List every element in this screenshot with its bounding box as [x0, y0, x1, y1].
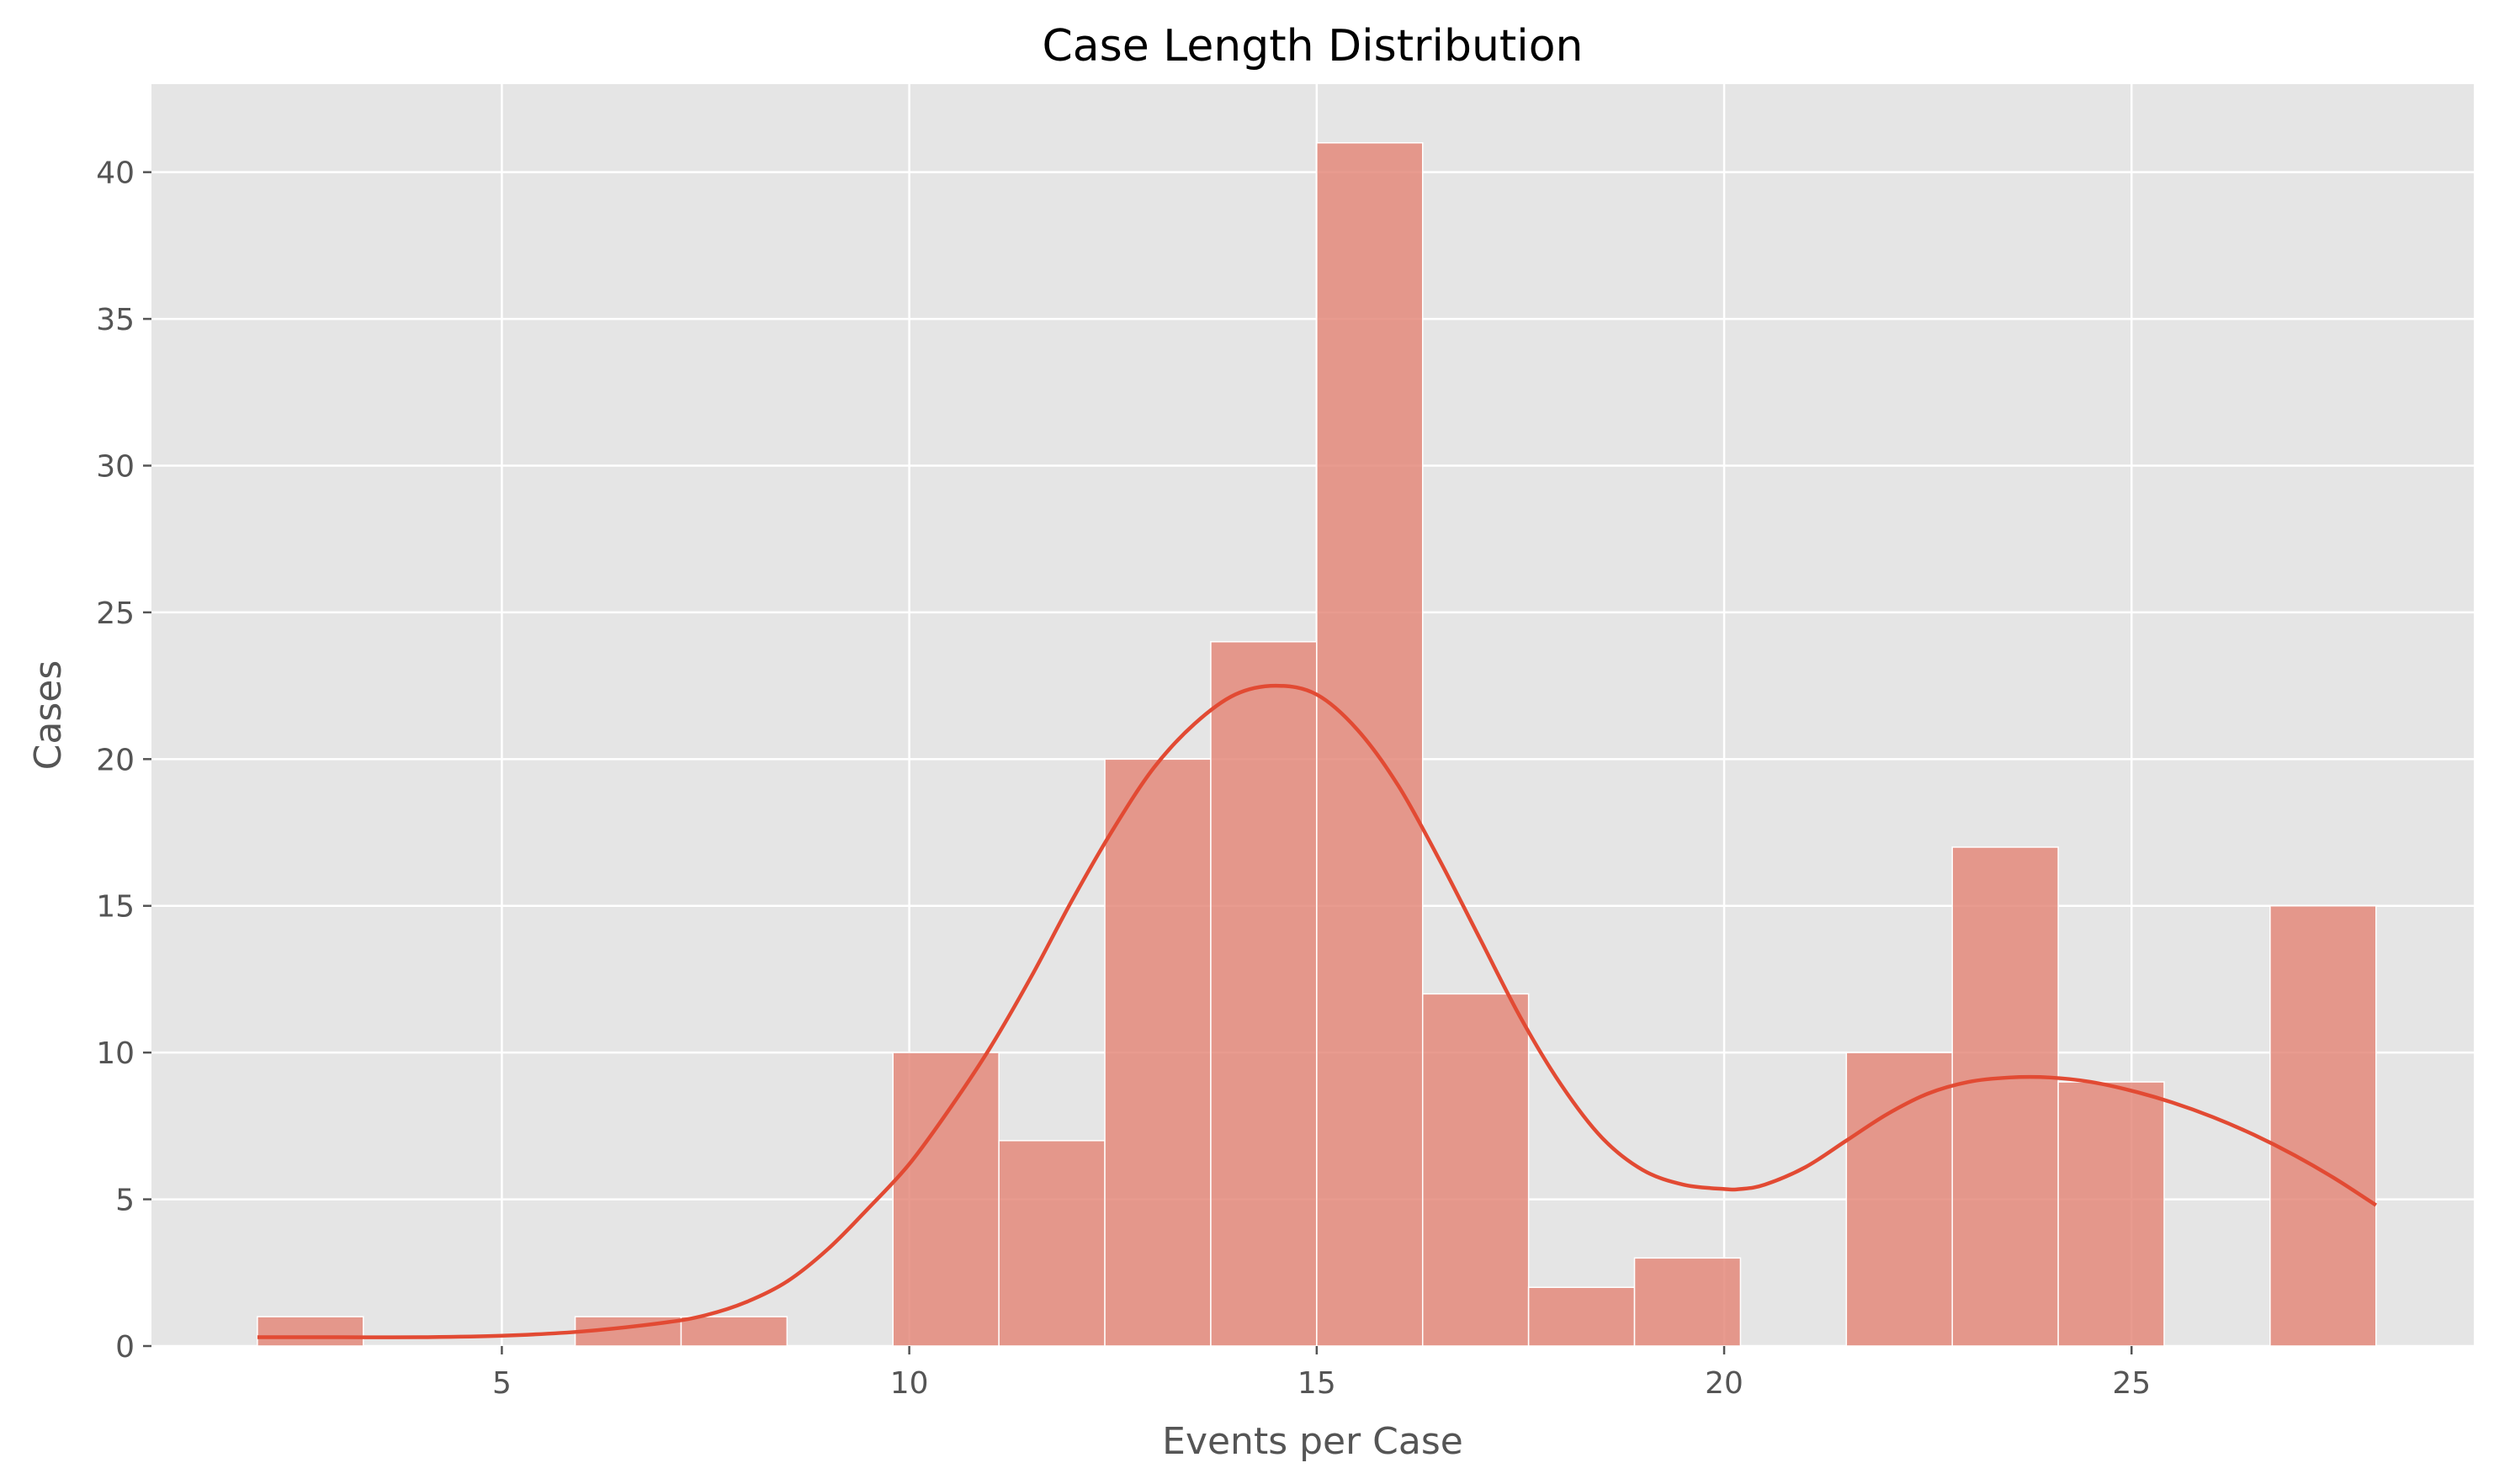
histogram-bar — [998, 1140, 1106, 1347]
chart-title: Case Length Distribution — [1042, 21, 1583, 72]
y-axis-label: Cases — [27, 660, 70, 771]
y-tick-label: 35 — [96, 303, 135, 337]
histogram-bar — [1951, 846, 2059, 1347]
histogram-bar — [257, 1316, 364, 1347]
histogram-bar — [2057, 1081, 2165, 1347]
histogram-bar — [2269, 904, 2377, 1347]
y-tick-label: 20 — [96, 743, 135, 777]
y-tick-label: 5 — [115, 1184, 135, 1218]
histogram-bar — [1527, 1286, 1636, 1347]
y-tick-label: 10 — [96, 1036, 135, 1071]
y-tick-label: 25 — [96, 596, 135, 631]
x-tick-label: 10 — [890, 1366, 929, 1401]
x-tick-label: 5 — [492, 1366, 512, 1401]
x-tick-label: 25 — [2112, 1366, 2151, 1401]
x-tick-label: 15 — [1297, 1366, 1336, 1401]
kde-curve — [257, 683, 2378, 1339]
histogram-bars — [257, 142, 2377, 1347]
y-tick-label: 15 — [96, 890, 135, 925]
histogram-bar — [1633, 1257, 1742, 1347]
y-tick-label: 0 — [115, 1330, 135, 1365]
x-tick-label: 20 — [1705, 1366, 1743, 1401]
histogram-bar — [1210, 641, 1318, 1347]
histogram-bar — [1421, 993, 1530, 1347]
y-tick-label: 40 — [96, 156, 135, 191]
histogram-bar — [892, 1052, 1000, 1347]
histogram-bar — [1104, 758, 1212, 1347]
axis-ticks: 5 10 15 20 25 0 5 10 15 20 25 30 35 40 — [96, 156, 2151, 1401]
histogram-bar — [1845, 1052, 1953, 1347]
y-tick-label: 30 — [96, 449, 135, 484]
histogram-bar — [680, 1316, 788, 1347]
x-axis-label: Events per Case — [1162, 1420, 1463, 1463]
